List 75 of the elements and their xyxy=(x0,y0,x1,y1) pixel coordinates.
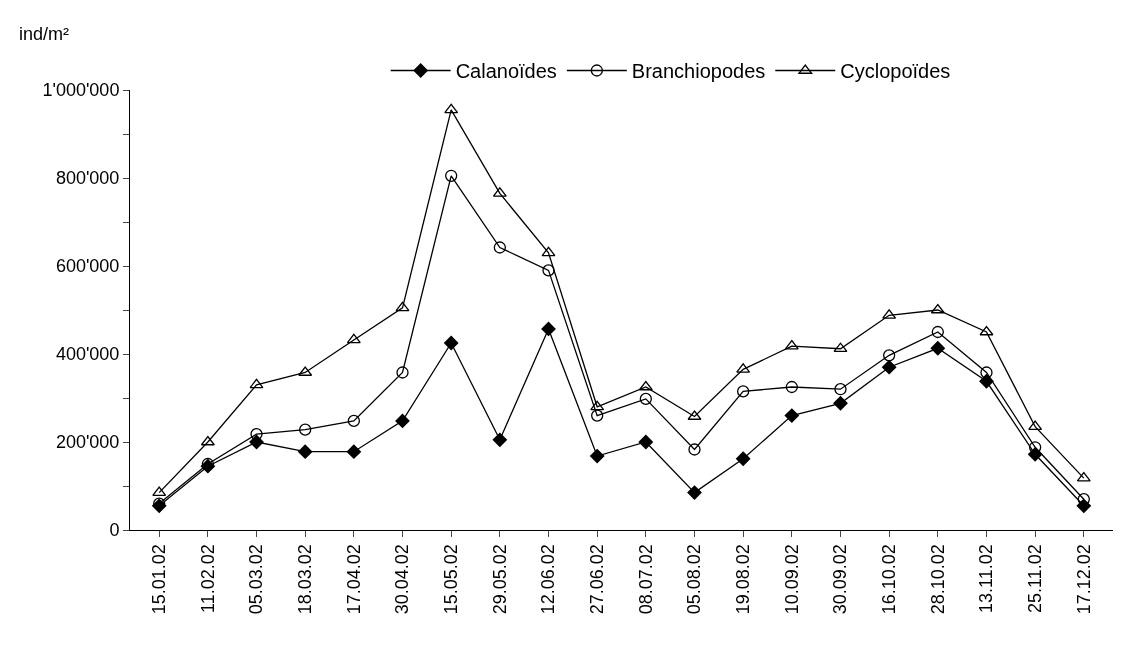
point xyxy=(980,366,993,379)
point xyxy=(396,366,409,379)
point xyxy=(347,414,360,428)
legend-label: Cyclopoïdes xyxy=(840,60,951,83)
x-tick-label: 28.10.02 xyxy=(927,544,948,615)
point xyxy=(687,485,702,500)
point xyxy=(444,335,459,351)
y-tick-label: 200'000 xyxy=(55,432,120,453)
x-tick-label: 17.04.02 xyxy=(343,544,364,615)
point xyxy=(298,444,313,459)
y-axis-title: ind/m² xyxy=(19,24,70,44)
point xyxy=(833,342,848,353)
x-tick-label: 15.05.02 xyxy=(441,544,462,615)
point xyxy=(688,443,701,456)
point xyxy=(492,432,507,447)
point xyxy=(882,360,897,375)
x-tick-label: 05.08.02 xyxy=(684,544,705,615)
point xyxy=(249,378,264,389)
point xyxy=(785,380,798,394)
point xyxy=(200,435,215,446)
point xyxy=(493,241,506,254)
x-tick-label: 27.06.02 xyxy=(587,544,608,615)
point xyxy=(1076,471,1091,482)
x-tick-label: 05.03.02 xyxy=(246,544,267,615)
point xyxy=(395,413,410,429)
point xyxy=(639,392,652,406)
point xyxy=(299,423,312,436)
point xyxy=(250,427,263,441)
point xyxy=(736,451,751,466)
point xyxy=(445,169,458,182)
point xyxy=(1028,441,1042,454)
point xyxy=(590,400,605,411)
point xyxy=(638,380,653,391)
x-tick-label: 13.11.02 xyxy=(976,544,997,613)
point xyxy=(591,409,604,422)
y-tick-label: 400'000 xyxy=(55,344,120,365)
x-tick-label: 30.04.02 xyxy=(392,544,413,615)
x-tick-label: 16.10.02 xyxy=(879,544,899,615)
point xyxy=(638,434,653,450)
point xyxy=(834,383,847,396)
x-tick-label: 11.02.02 xyxy=(197,544,218,613)
x-tick-label: 18.03.02 xyxy=(295,544,316,615)
x-tick-label: 30.09.02 xyxy=(830,544,851,615)
point xyxy=(541,321,556,337)
point xyxy=(833,396,848,411)
point xyxy=(784,408,799,423)
point xyxy=(979,325,994,336)
point xyxy=(979,374,994,389)
x-tick-label: 08.07.02 xyxy=(635,544,656,615)
x-tick-label: 10.09.02 xyxy=(781,544,802,615)
point xyxy=(542,264,555,277)
point xyxy=(346,333,361,344)
point xyxy=(346,444,361,459)
point xyxy=(931,325,944,339)
point xyxy=(590,448,605,464)
x-tick-label: 17.12.02 xyxy=(1073,544,1094,615)
x-tick-label: 29.05.02 xyxy=(489,544,510,615)
x-tick-label: 15.01.02 xyxy=(149,544,170,615)
point xyxy=(395,301,410,312)
point xyxy=(541,246,556,257)
legend-label: Calanoïdes xyxy=(455,60,557,83)
point xyxy=(444,103,459,114)
point xyxy=(883,349,896,362)
y-tick-label: 800'000 xyxy=(55,168,120,189)
x-tick-label: 19.08.02 xyxy=(733,544,754,615)
point xyxy=(930,341,945,356)
point xyxy=(784,339,799,350)
legend-label: Branchiopodes xyxy=(631,60,766,83)
y-tick-label: 0 xyxy=(109,520,120,541)
y-tick-label: 600'000 xyxy=(55,256,120,277)
x-tick-label: 25.11.02 xyxy=(1024,544,1045,613)
y-tick-label: 1'000'000 xyxy=(42,80,120,101)
point xyxy=(737,385,750,398)
point xyxy=(930,303,945,314)
x-tick-label: 12.06.02 xyxy=(538,544,559,615)
